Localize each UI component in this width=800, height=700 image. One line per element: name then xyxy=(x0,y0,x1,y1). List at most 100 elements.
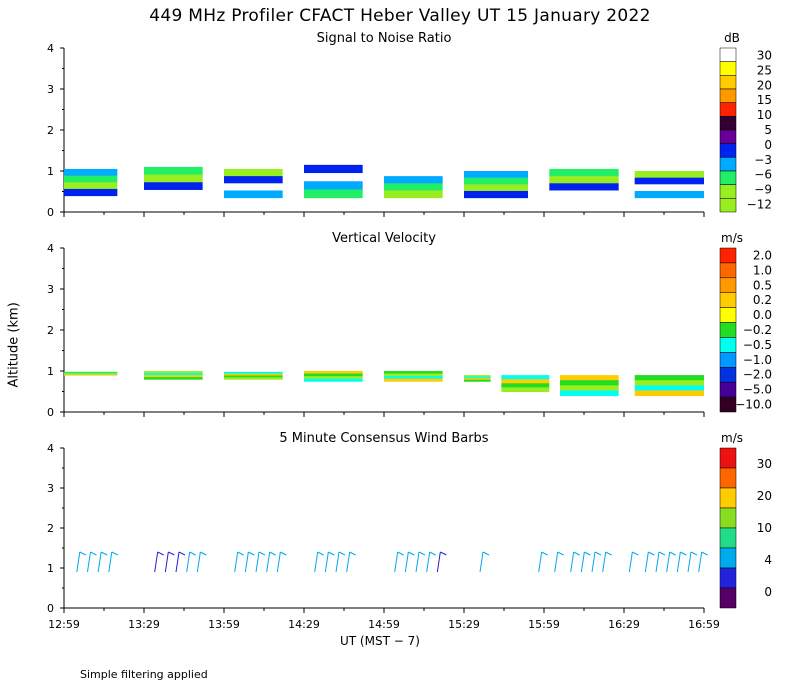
wind-barb xyxy=(655,551,660,573)
colorbar-swatch xyxy=(719,184,737,199)
y-tick-label: 4 xyxy=(47,242,54,255)
colorbar-swatch xyxy=(719,116,737,131)
colorbar-swatch xyxy=(719,292,737,308)
colorbar-label: 0 xyxy=(764,585,772,599)
colorbar-swatch xyxy=(719,277,737,293)
heatmap-cell xyxy=(464,375,491,378)
wind-barb xyxy=(76,551,81,573)
wind-barb-flag xyxy=(701,551,708,556)
wind-barb-flag xyxy=(349,551,356,556)
heatmap-cell xyxy=(144,375,203,378)
heatmap-cell xyxy=(144,182,203,191)
colorbar-label: −0.2 xyxy=(743,323,772,337)
heatmap-cell xyxy=(64,371,118,374)
wind-barb xyxy=(644,551,649,573)
colorbar-swatch xyxy=(719,247,737,264)
colorbar-label: 20 xyxy=(757,78,772,92)
colorbar-swatch xyxy=(719,262,737,279)
heatmap-cell xyxy=(304,181,363,190)
wind-barb-flag xyxy=(557,551,564,556)
colorbar-label: 25 xyxy=(757,63,772,77)
heatmap-cell xyxy=(64,372,118,374)
heatmap-cell xyxy=(64,374,118,376)
heatmap-cell xyxy=(304,173,363,182)
wind-barb-flag xyxy=(418,551,426,556)
heatmap-cell xyxy=(224,168,283,177)
colorbar-swatch xyxy=(719,337,737,353)
chart-title: 449 MHz Profiler CFACT Heber Valley UT 1… xyxy=(149,6,651,26)
wind-barb-flag xyxy=(269,551,276,556)
panel-title: Signal to Noise Ratio xyxy=(317,31,452,46)
wind-barb-flag xyxy=(584,551,591,556)
heatmap-cell xyxy=(464,379,491,382)
y-tick-label: 0 xyxy=(47,206,54,219)
colorbar-label: 2.0 xyxy=(753,248,772,262)
colorbar-label: 0.5 xyxy=(753,278,772,292)
wind-barb xyxy=(676,551,681,573)
colorbar-label: 0 xyxy=(764,138,772,152)
wind-barb-flag xyxy=(648,551,655,556)
wind-barb-flag xyxy=(669,551,676,556)
heatmap-cell xyxy=(501,375,550,380)
heatmap-cell xyxy=(144,371,203,374)
heatmap-cell xyxy=(224,375,283,378)
heatmap-cell xyxy=(384,376,443,380)
colorbar-swatch xyxy=(719,587,737,609)
colorbar-swatch xyxy=(719,88,737,103)
heatmap-cell xyxy=(224,371,283,375)
y-tick-label: 0 xyxy=(47,406,54,419)
colorbar-label: −1.0 xyxy=(743,353,772,367)
heatmap-cell xyxy=(144,377,203,380)
y-tick-label: 1 xyxy=(47,165,54,178)
wind-barb xyxy=(314,551,319,573)
colorbar-swatch xyxy=(719,396,737,413)
wind-barb xyxy=(602,551,607,573)
colorbar-label: −9 xyxy=(754,183,772,197)
wind-barb xyxy=(86,551,91,573)
y-tick-label: 3 xyxy=(47,83,54,96)
x-tick-label: 16:29 xyxy=(608,618,640,631)
colorbar-swatch xyxy=(719,198,737,213)
heatmap-cell xyxy=(144,189,203,199)
x-tick-label: 13:59 xyxy=(208,618,240,631)
heatmap-cell xyxy=(384,373,443,377)
wind-barb-flag xyxy=(237,551,244,556)
wind-barb-flag xyxy=(168,551,175,556)
units-label: m/s xyxy=(721,231,743,245)
colorbar-swatch xyxy=(719,143,737,158)
footnote: Simple filtering applied xyxy=(80,668,208,681)
y-tick-label: 2 xyxy=(47,324,54,337)
heatmap-cell xyxy=(634,390,704,397)
wind-barb-flag xyxy=(317,551,324,556)
wind-barb xyxy=(698,551,703,573)
y-tick-label: 0 xyxy=(47,602,54,615)
heatmap-cell xyxy=(634,171,704,179)
heatmap-cell xyxy=(144,166,203,176)
heatmap-cell xyxy=(464,171,528,179)
y-tick-label: 2 xyxy=(47,124,54,137)
wind-barb-flag xyxy=(280,551,287,556)
units-label: dB xyxy=(724,31,740,45)
colorbar-label: −3 xyxy=(754,153,772,167)
heatmap-cell xyxy=(634,375,704,381)
y-tick-label: 4 xyxy=(47,442,54,455)
wind-barb-flag xyxy=(200,551,207,556)
colorbar-label: 30 xyxy=(757,48,772,62)
wind-barb-flag xyxy=(111,551,119,556)
wind-barb xyxy=(554,551,559,573)
heatmap-cell xyxy=(464,376,491,379)
x-tick-label: 12:59 xyxy=(48,618,80,631)
colorbar-swatch xyxy=(719,367,737,383)
colorbar-swatch xyxy=(719,47,737,62)
colorbar-swatch xyxy=(719,352,737,368)
wind-barb-flag xyxy=(440,551,447,556)
heatmap-cell xyxy=(224,373,283,377)
wind-barb xyxy=(276,551,281,573)
colorbar-swatch xyxy=(719,547,737,569)
colorbar-label: 1.0 xyxy=(753,263,772,277)
heatmap-cell xyxy=(501,387,550,392)
heatmap-cell xyxy=(304,164,363,174)
wind-barb xyxy=(346,551,351,573)
